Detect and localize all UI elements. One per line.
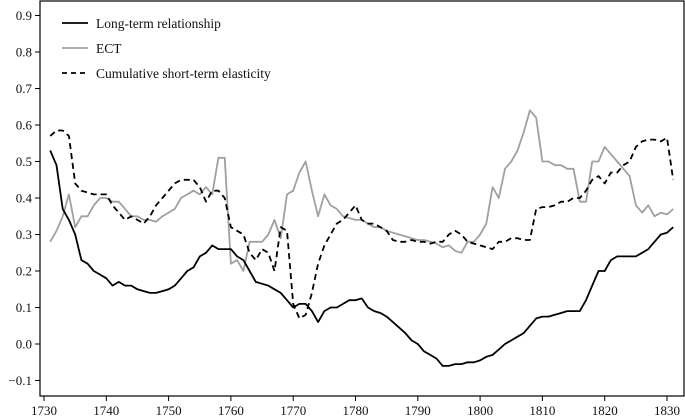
y-tick-label: 0.9 (16, 8, 32, 23)
x-tick-label: 1800 (467, 403, 493, 418)
y-tick-label: 0.4 (16, 191, 33, 206)
y-tick-label: 0.0 (16, 337, 32, 352)
series-line-1 (49, 109, 674, 272)
y-tick-label: 0.3 (16, 227, 32, 242)
x-tick-label: 1830 (654, 403, 680, 418)
x-tick-label: 1760 (218, 403, 244, 418)
series-line-0 (49, 150, 674, 367)
x-tick-label: 1820 (592, 403, 618, 418)
y-tick-label: 0.8 (16, 45, 32, 60)
y-tick-label: 0.5 (16, 154, 32, 169)
legend-label: Long-term relationship (96, 16, 221, 31)
legend-label: ECT (96, 41, 122, 56)
series-line-2 (49, 129, 675, 320)
x-tick-label: 1730 (31, 403, 57, 418)
legend-label: Cumulative short-term elasticity (96, 66, 271, 81)
axes: −0.1 0.0 0.1 0.2 0.3 0.4 0.5 0.6 0.7 0.8 0.9 1730 17… (8, 0, 685, 418)
y-tick-label: −0.1 (8, 373, 32, 388)
series-lines (49, 109, 675, 367)
x-tick-label: 1740 (93, 403, 119, 418)
y-tick-label: 0.1 (16, 300, 32, 315)
y-tick-label: 0.6 (16, 118, 33, 133)
legend: Long-term relationship ECT Cumulative shor… (62, 16, 271, 81)
x-tick-label: 1770 (280, 403, 306, 418)
y-tick-label: 0.7 (16, 81, 33, 96)
y-tick-label: 0.2 (16, 264, 32, 279)
x-tick-label: 1790 (405, 403, 431, 418)
x-tick-label: 1780 (343, 403, 369, 418)
x-tick-label: 1750 (156, 403, 182, 418)
x-tick-label: 1810 (529, 403, 555, 418)
